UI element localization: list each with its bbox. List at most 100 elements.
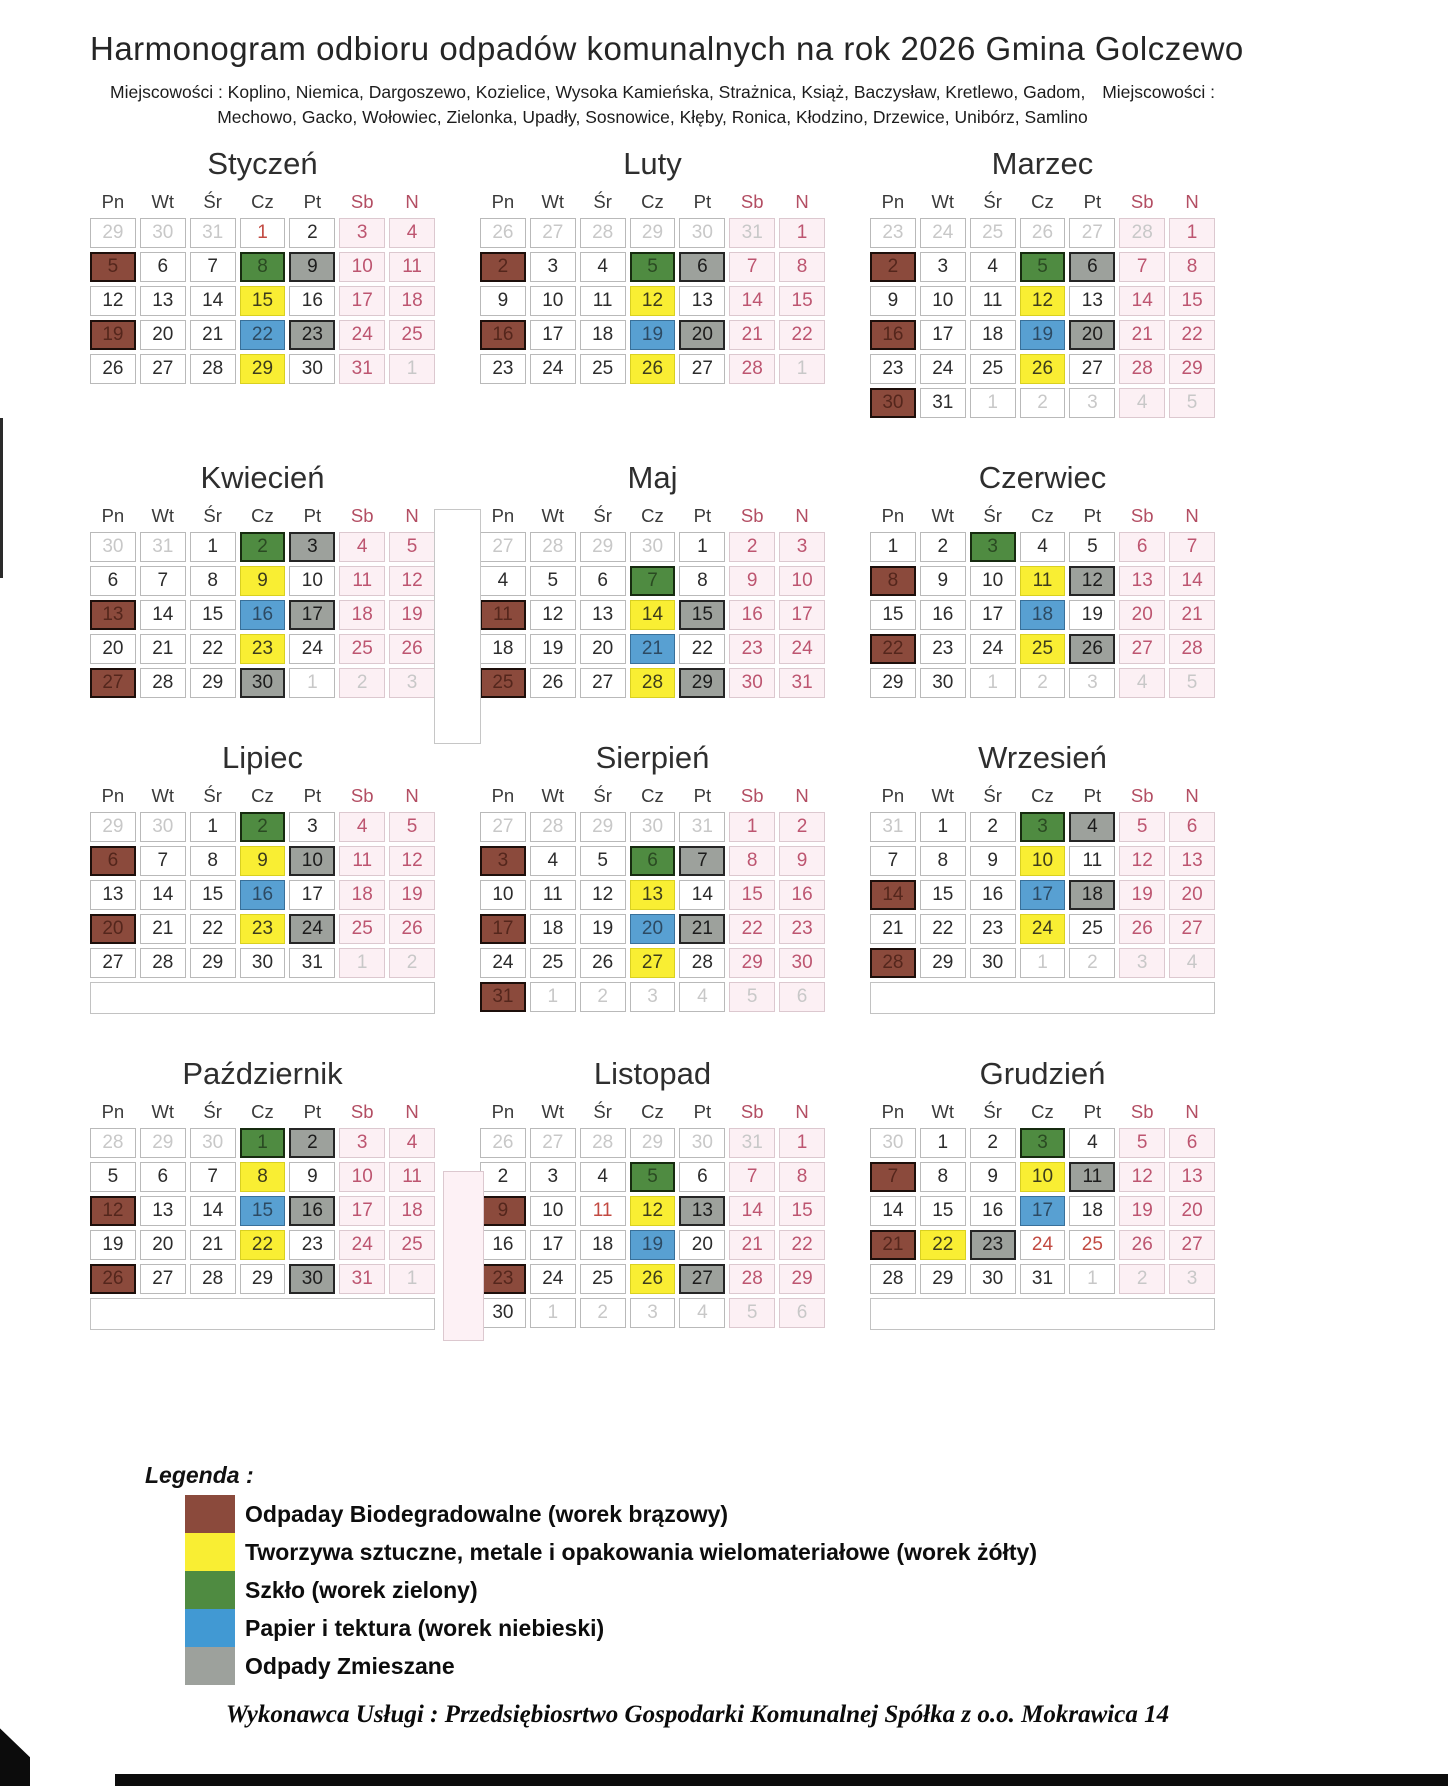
day-cell: 16 (870, 320, 916, 350)
day-cell: 5 (1019, 252, 1066, 282)
day-cell: 27 (679, 1264, 726, 1294)
day-cell: 8 (189, 566, 236, 596)
day-cell: 15 (239, 1196, 286, 1226)
day-cell: 25 (1069, 1230, 1116, 1260)
day-cell: 27 (679, 354, 726, 384)
day-cell: 17 (529, 320, 576, 350)
day-cell: 30 (139, 218, 186, 248)
day-cell: 6 (90, 846, 136, 876)
weekday-header: N (405, 1101, 419, 1122)
day-cell: 13 (139, 1196, 186, 1226)
places-line2: Mechowo, Gacko, Wołowiec, Zielonka, Upad… (217, 107, 1088, 127)
month-grid: Pn Wt Śr Cz Pt Sb N 26 27 28 29 30 31 1 2 3 4 5 6 7 8 9 10 11 12… (480, 1100, 825, 1328)
day-cell: 5 (529, 566, 576, 596)
day-cell: 26 (90, 354, 136, 384)
day-cell: 1 (189, 532, 236, 562)
day-cell: 9 (969, 846, 1016, 876)
scan-artifact-box (434, 509, 481, 744)
day-cell: 4 (679, 982, 726, 1012)
legend-items: Odpaday Biodegradowalne (worek brązowy) T… (185, 1495, 1215, 1685)
month-title: Marzec (991, 146, 1094, 181)
day-cell: 10 (1019, 846, 1066, 876)
month-grid: Pn Wt Śr Cz Pt Sb N 29 30 31 1 2 3 4 5 6 7 8 9 10 11 12 13 14 15… (90, 190, 435, 384)
weekday-header: Śr (203, 785, 222, 806)
weekday-header: Cz (641, 1101, 664, 1122)
day-cell: 31 (139, 532, 186, 562)
day-cell: 4 (1019, 532, 1066, 562)
weekday-header: Śr (203, 505, 222, 526)
day-cell: 3 (289, 532, 336, 562)
month-title: Kwiecień (200, 460, 325, 495)
month-calendar: Marzec Pn Wt Śr Cz Pt Sb N 23 24 25 26 27 28 1 2 3 4 5 6 7 8 9… (870, 144, 1215, 418)
day-cell: 10 (969, 566, 1016, 596)
day-cell: 21 (729, 1230, 776, 1260)
weekday-header: Śr (593, 1101, 612, 1122)
day-cell: 29 (870, 668, 916, 698)
day-cell: 8 (189, 846, 236, 876)
weekday-header: Śr (203, 1101, 222, 1122)
weekday-header: Pn (101, 785, 125, 806)
month-grid: Pn Wt Śr Cz Pt Sb N 27 28 29 30 31 1 2 3 4 5 6 7 8 9 10 11 12 13… (480, 784, 825, 1012)
day-cell: 8 (239, 1162, 286, 1192)
weekday-header: N (1185, 1101, 1199, 1122)
weekday-header: Sb (1130, 191, 1154, 212)
day-cell: 10 (289, 846, 336, 876)
day-cell: 24 (919, 354, 966, 384)
day-cell: 18 (339, 600, 386, 630)
day-cell: 1 (529, 1298, 576, 1328)
day-cell: 23 (480, 1264, 526, 1294)
day-cell: 30 (729, 668, 776, 698)
day-cell: 27 (579, 668, 626, 698)
day-cell: 1 (779, 1128, 825, 1158)
day-cell: 14 (729, 1196, 776, 1226)
weekday-header: Cz (1031, 191, 1054, 212)
day-cell: 15 (779, 1196, 825, 1226)
month-calendar: Kwiecień Pn Wt Śr Cz Pt Sb N 30 31 1 2 3 4 5 6 7 8 9 10 11 12… (90, 458, 435, 698)
day-cell: 9 (779, 846, 825, 876)
legend-swatch-gray (185, 1647, 235, 1685)
day-cell: 28 (870, 948, 916, 978)
weekday-header: Pt (1083, 505, 1102, 526)
weekday-header: Sb (350, 505, 374, 526)
day-cell: 25 (579, 1264, 626, 1294)
day-cell: 11 (969, 286, 1016, 316)
day-cell: 28 (629, 668, 676, 698)
day-cell: 23 (729, 634, 776, 664)
day-cell: 31 (480, 982, 526, 1012)
day-cell: 20 (1169, 1196, 1215, 1226)
day-cell: 3 (1069, 388, 1116, 418)
weekday-header: N (795, 785, 809, 806)
day-cell: 27 (529, 218, 576, 248)
day-cell: 31 (189, 218, 236, 248)
day-cell: 14 (679, 880, 726, 910)
weekday-header: Pn (101, 505, 125, 526)
day-cell: 30 (969, 948, 1016, 978)
weekday-header: Wt (151, 191, 175, 212)
weekday-header: Sb (350, 1101, 374, 1122)
day-cell: 24 (1019, 1230, 1066, 1260)
day-cell: 23 (289, 320, 336, 350)
day-cell: 13 (629, 880, 676, 910)
day-cell: 12 (529, 600, 576, 630)
legend-item: Papier i tektura (worek niebieski) (185, 1609, 1215, 1647)
day-cell: 7 (189, 252, 236, 282)
weekday-header: Cz (251, 505, 274, 526)
month-calendar: Październik Pn Wt Śr Cz Pt Sb N 28 29 30 1 2 3 4 5 6 7 8 9 1… (90, 1054, 435, 1330)
day-cell: 23 (969, 914, 1016, 944)
month-grid: Pn Wt Śr Cz Pt Sb N 30 1 2 3 4 5 6 7 8 9 10 11 12 13 14 15 16 17… (870, 1100, 1215, 1330)
weekday-header: Wt (541, 1101, 565, 1122)
day-cell: 31 (779, 668, 825, 698)
day-cell: 19 (90, 1230, 136, 1260)
legend-item: Odpady Zmieszane (185, 1647, 1215, 1685)
day-cell: 11 (579, 1196, 626, 1226)
day-cell: 2 (579, 982, 626, 1012)
day-cell: 28 (729, 1264, 776, 1294)
day-cell: 26 (389, 634, 435, 664)
day-cell: 2 (969, 1128, 1016, 1158)
month-grid: Pn Wt Śr Cz Pt Sb N 27 28 29 30 1 2 3 4 5 6 7 8 9 10 11 12 13 14… (480, 504, 825, 698)
weekday-header: Sb (1130, 505, 1154, 526)
day-cell: 1 (289, 668, 336, 698)
day-cell: 12 (90, 1196, 136, 1226)
weekday-header: Śr (593, 785, 612, 806)
day-cell: 12 (1069, 566, 1116, 596)
